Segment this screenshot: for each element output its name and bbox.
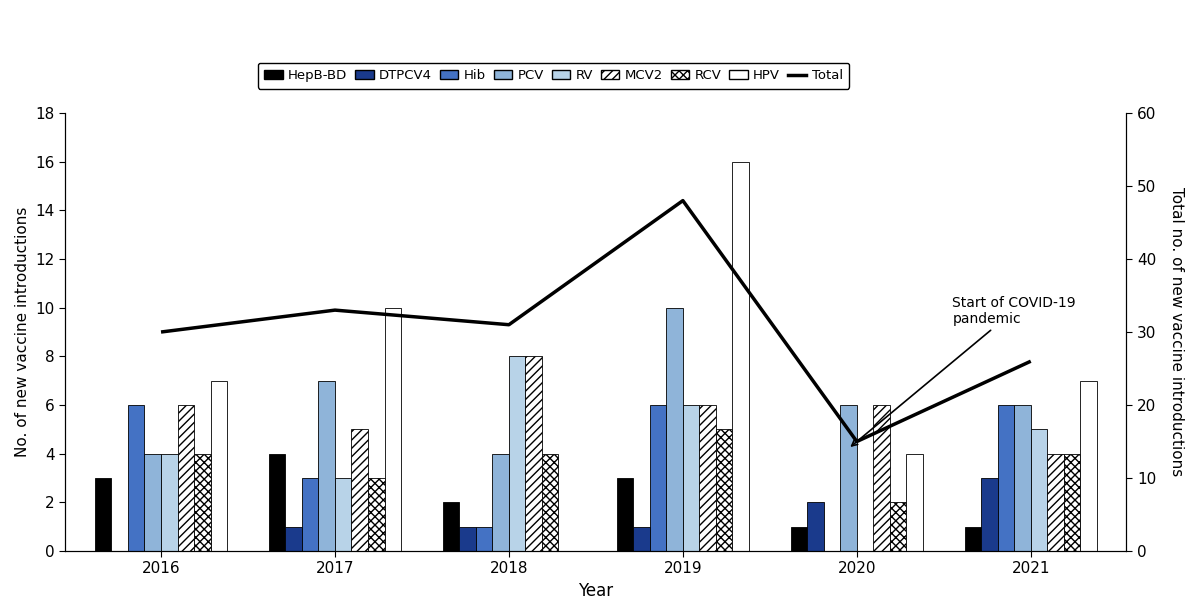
Bar — [335, 478, 351, 551]
Bar — [269, 454, 285, 551]
Bar — [1014, 405, 1031, 551]
Bar — [873, 405, 890, 551]
Bar — [194, 454, 211, 551]
Y-axis label: Total no. of new vaccine introductions: Total no. of new vaccine introductions — [1169, 188, 1183, 477]
Bar — [442, 502, 459, 551]
Bar — [840, 405, 857, 551]
Bar — [633, 526, 650, 551]
Bar — [95, 478, 112, 551]
Bar — [716, 429, 733, 551]
Bar — [368, 478, 385, 551]
Bar — [177, 405, 194, 551]
Bar — [525, 356, 542, 551]
Bar — [285, 526, 302, 551]
Bar — [319, 381, 335, 551]
Bar — [508, 356, 525, 551]
Bar — [459, 526, 476, 551]
Bar — [906, 454, 923, 551]
Bar — [211, 381, 227, 551]
Bar — [890, 502, 906, 551]
Bar — [616, 478, 633, 551]
Bar — [1047, 454, 1064, 551]
Bar — [542, 454, 559, 551]
Bar — [1031, 429, 1047, 551]
Bar — [1080, 381, 1097, 551]
Legend: HepB-BD, DTPCV4, Hib, PCV, RV, MCV2, RCV, HPV, Total: HepB-BD, DTPCV4, Hib, PCV, RV, MCV2, RCV… — [258, 63, 849, 89]
Bar — [145, 454, 161, 551]
Bar — [1064, 454, 1080, 551]
Bar — [998, 405, 1014, 551]
Bar — [385, 308, 402, 551]
Bar — [790, 526, 807, 551]
Y-axis label: No. of new vaccine introductions: No. of new vaccine introductions — [16, 207, 30, 457]
Bar — [351, 429, 368, 551]
Bar — [965, 526, 981, 551]
Bar — [733, 162, 749, 551]
Bar — [476, 526, 493, 551]
Text: Start of COVID-19
pandemic: Start of COVID-19 pandemic — [851, 296, 1077, 446]
Bar — [807, 502, 824, 551]
Bar — [650, 405, 667, 551]
X-axis label: Year: Year — [578, 582, 614, 600]
Bar — [699, 405, 716, 551]
Bar — [161, 454, 177, 551]
Bar — [128, 405, 145, 551]
Bar — [667, 308, 683, 551]
Bar — [302, 478, 319, 551]
Bar — [493, 454, 508, 551]
Bar — [683, 405, 699, 551]
Bar — [981, 478, 998, 551]
